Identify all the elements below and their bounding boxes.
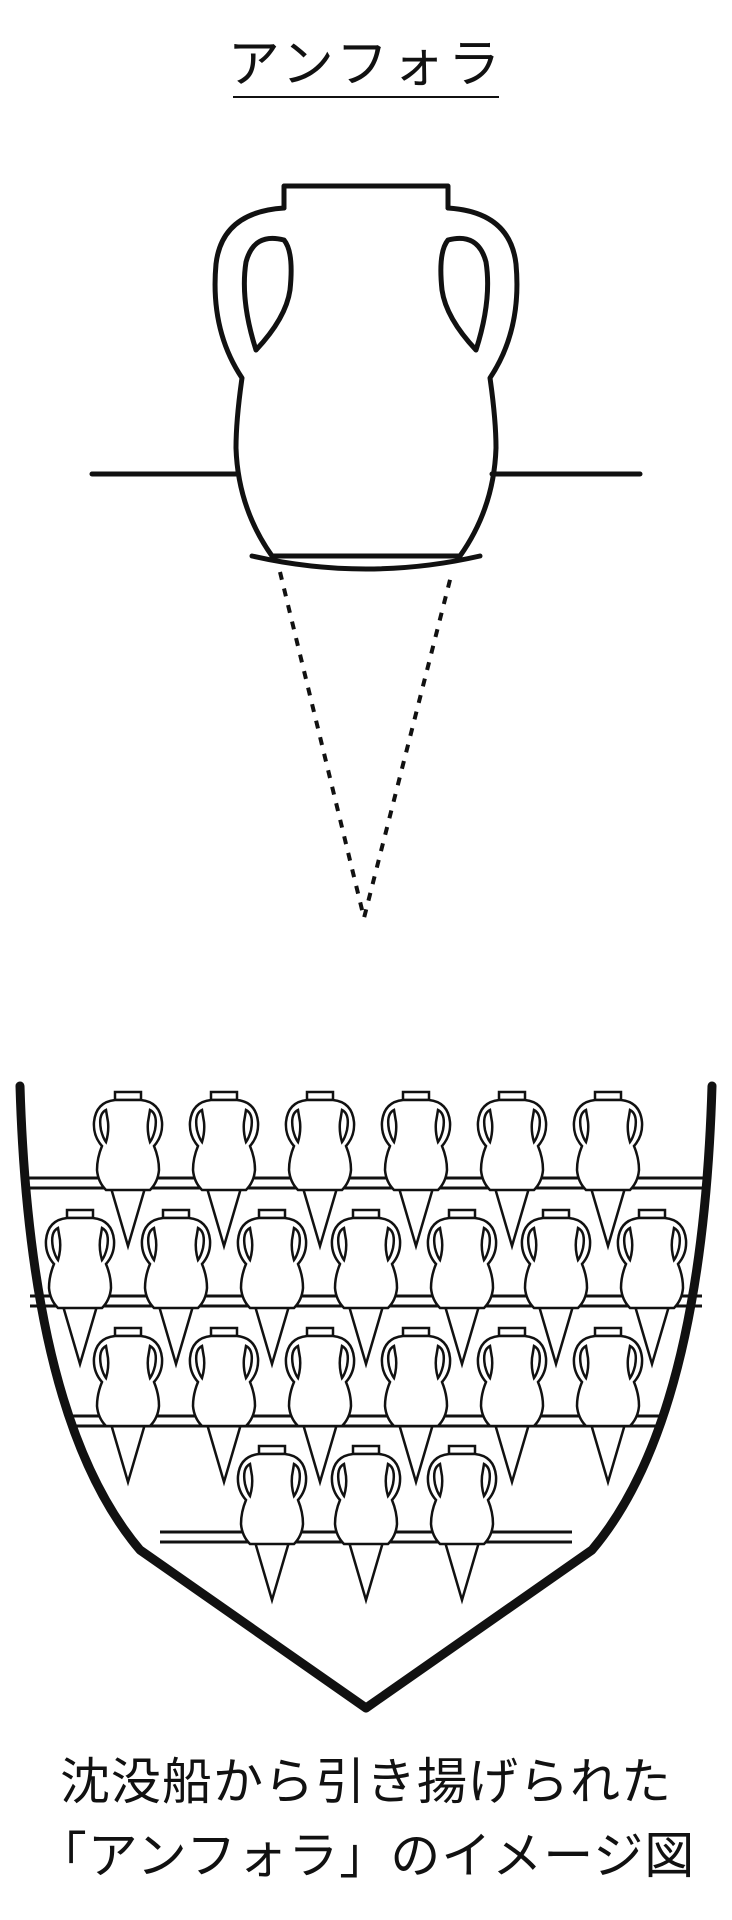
amphora-spike [253, 1304, 291, 1366]
cargo-amphora [426, 1208, 498, 1310]
cargo-amphora [140, 1208, 212, 1310]
amphora-spike [443, 1540, 481, 1602]
amphora-left-handle [241, 235, 294, 353]
cargo-amphora [284, 1326, 356, 1428]
amphora-body [212, 205, 520, 559]
caption-line-1: 沈没船から引き揚げられた [60, 1753, 672, 1811]
amphora-spike [157, 1304, 195, 1366]
diagram-caption: 沈没船から引き揚げられた 「アンフォラ」のイメージ図 [0, 1745, 732, 1893]
amphora-spike [109, 1422, 147, 1484]
cargo-amphora [188, 1090, 260, 1192]
cargo-amphora [284, 1090, 356, 1192]
amphora-hidden-spike [278, 571, 454, 919]
cargo-amphora [44, 1208, 116, 1310]
cargo-amphora [330, 1208, 402, 1310]
amphora-right-handle [438, 235, 491, 353]
amphora-spike [493, 1422, 531, 1484]
amphora-spike [347, 1540, 385, 1602]
cargo-amphora [476, 1090, 548, 1192]
cargo-amphora [426, 1444, 498, 1546]
amphora-spike [109, 1186, 147, 1248]
amphora-spike [205, 1186, 243, 1248]
title-underline [233, 96, 499, 98]
cargo-amphora [572, 1090, 644, 1192]
cargo-amphora [92, 1326, 164, 1428]
cargo-amphora [572, 1326, 644, 1428]
caption-line-2: 「アンフォラ」のイメージ図 [36, 1827, 696, 1885]
cargo-amphora [330, 1444, 402, 1546]
cargo-amphora [616, 1208, 688, 1310]
cargo-amphora [236, 1444, 308, 1546]
ship-hull-cargo [28, 1090, 704, 1602]
amphora-spike [205, 1422, 243, 1484]
amphora-spike [253, 1540, 291, 1602]
ship-hull [15, 1081, 717, 1713]
amphora-rim [281, 183, 451, 211]
cargo-amphora [236, 1208, 308, 1310]
amphora-spike [61, 1304, 99, 1366]
cargo-amphora [476, 1326, 548, 1428]
cargo-amphora [380, 1326, 452, 1428]
amphora-spike [589, 1422, 627, 1484]
cargo-amphora [188, 1326, 260, 1428]
cargo-amphora [92, 1090, 164, 1192]
large-amphora [89, 183, 643, 572]
cargo-amphora [380, 1090, 452, 1192]
cargo-amphora [520, 1208, 592, 1310]
amphora-base-curve [249, 553, 483, 572]
diagram-title: アンフォラ [227, 35, 505, 95]
